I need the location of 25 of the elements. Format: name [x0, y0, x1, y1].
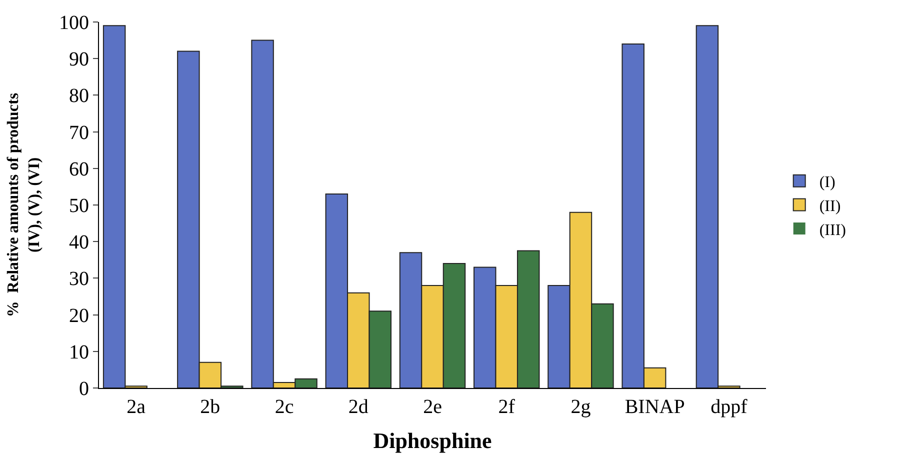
x-tick-label: 2d — [348, 396, 368, 418]
x-tick-label: 2g — [570, 396, 591, 418]
y-tick-label: 40 — [69, 232, 89, 254]
x-tick-label: 2e — [423, 396, 442, 418]
y-tick-label: 60 — [69, 158, 89, 180]
x-axis-title: Diphosphine — [373, 428, 492, 453]
y-tick-label: 90 — [69, 48, 89, 71]
y-tick-label: 70 — [69, 122, 89, 144]
legend-label: (II) — [819, 198, 841, 215]
y-tick-label: 20 — [69, 304, 89, 327]
y-axis-title: % Relative amounts of products (IV), (V), (VI) — [5, 92, 43, 318]
legend-label: (III) — [819, 222, 846, 239]
y-tick-label: 100 — [59, 12, 89, 34]
y-tick-label: 10 — [69, 341, 89, 364]
x-tick-label: BINAP — [624, 396, 685, 418]
x-tick-label: dppf — [710, 396, 748, 418]
x-tick-label: 2b — [200, 396, 220, 418]
x-tick-label: 2f — [498, 396, 516, 418]
y-tick-label: 50 — [69, 195, 89, 217]
legend-label: (I) — [819, 174, 836, 192]
x-tick-label: 2a — [126, 396, 146, 418]
y-tick-label: 30 — [69, 268, 89, 290]
y-tick-label: 0 — [79, 378, 89, 400]
y-tick-label: 80 — [69, 85, 89, 108]
x-tick-label: 2c — [274, 396, 294, 418]
